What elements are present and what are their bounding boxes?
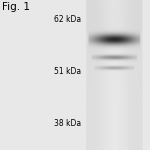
Text: 51 kDa: 51 kDa <box>54 68 81 76</box>
Text: 38 kDa: 38 kDa <box>54 118 81 127</box>
Text: Fig. 1: Fig. 1 <box>2 2 30 12</box>
Text: 62 kDa: 62 kDa <box>54 15 81 24</box>
